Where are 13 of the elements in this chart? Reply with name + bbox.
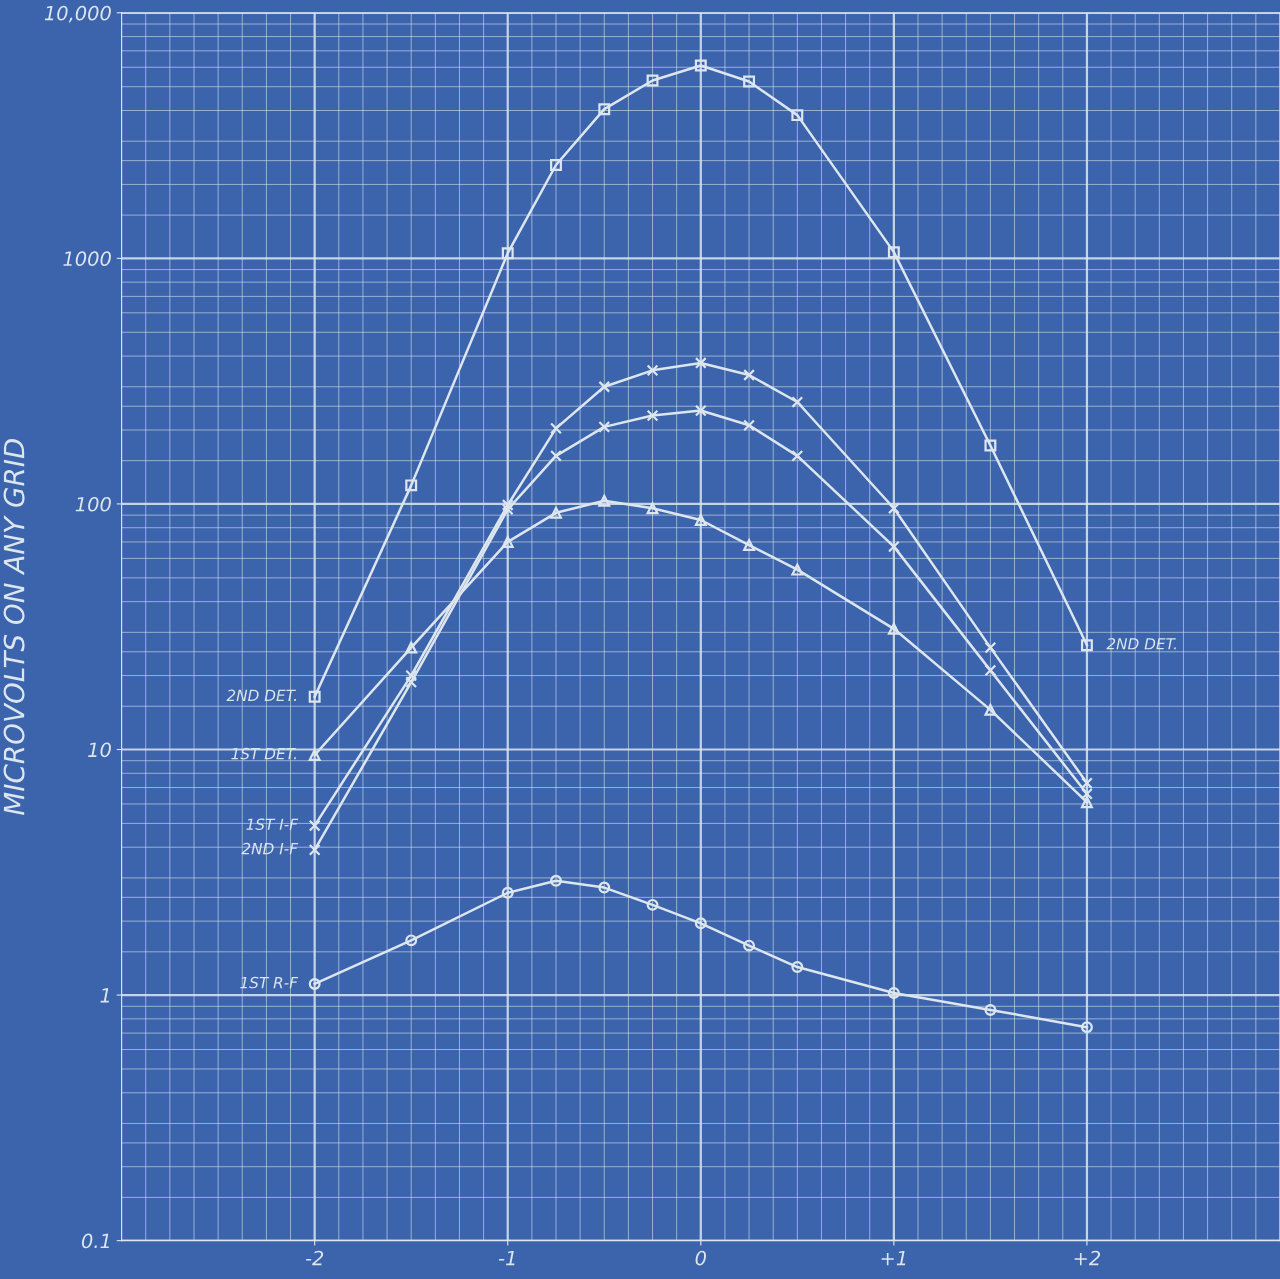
y-tick-label: 1000 [63, 251, 111, 267]
y-tick-label: 0.1 [81, 1233, 109, 1249]
y-tick-label: 10 [88, 742, 111, 758]
y-tick-label: 1 [100, 988, 109, 1003]
y-axis-title: MICROVOLTS ON ANY GRID [3, 439, 25, 816]
x-tick-label: -2 [305, 1250, 324, 1266]
y-tick-label: 100 [75, 496, 111, 512]
x-tick-label: +2 [1074, 1250, 1101, 1266]
x-tick-label: -1 [498, 1250, 515, 1266]
annotation: 2ND DET. [1106, 638, 1176, 650]
x-tick-label: 0 [695, 1250, 707, 1266]
x-tick-label: +1 [881, 1250, 906, 1266]
y-tick-label: 10,000 [44, 5, 111, 23]
